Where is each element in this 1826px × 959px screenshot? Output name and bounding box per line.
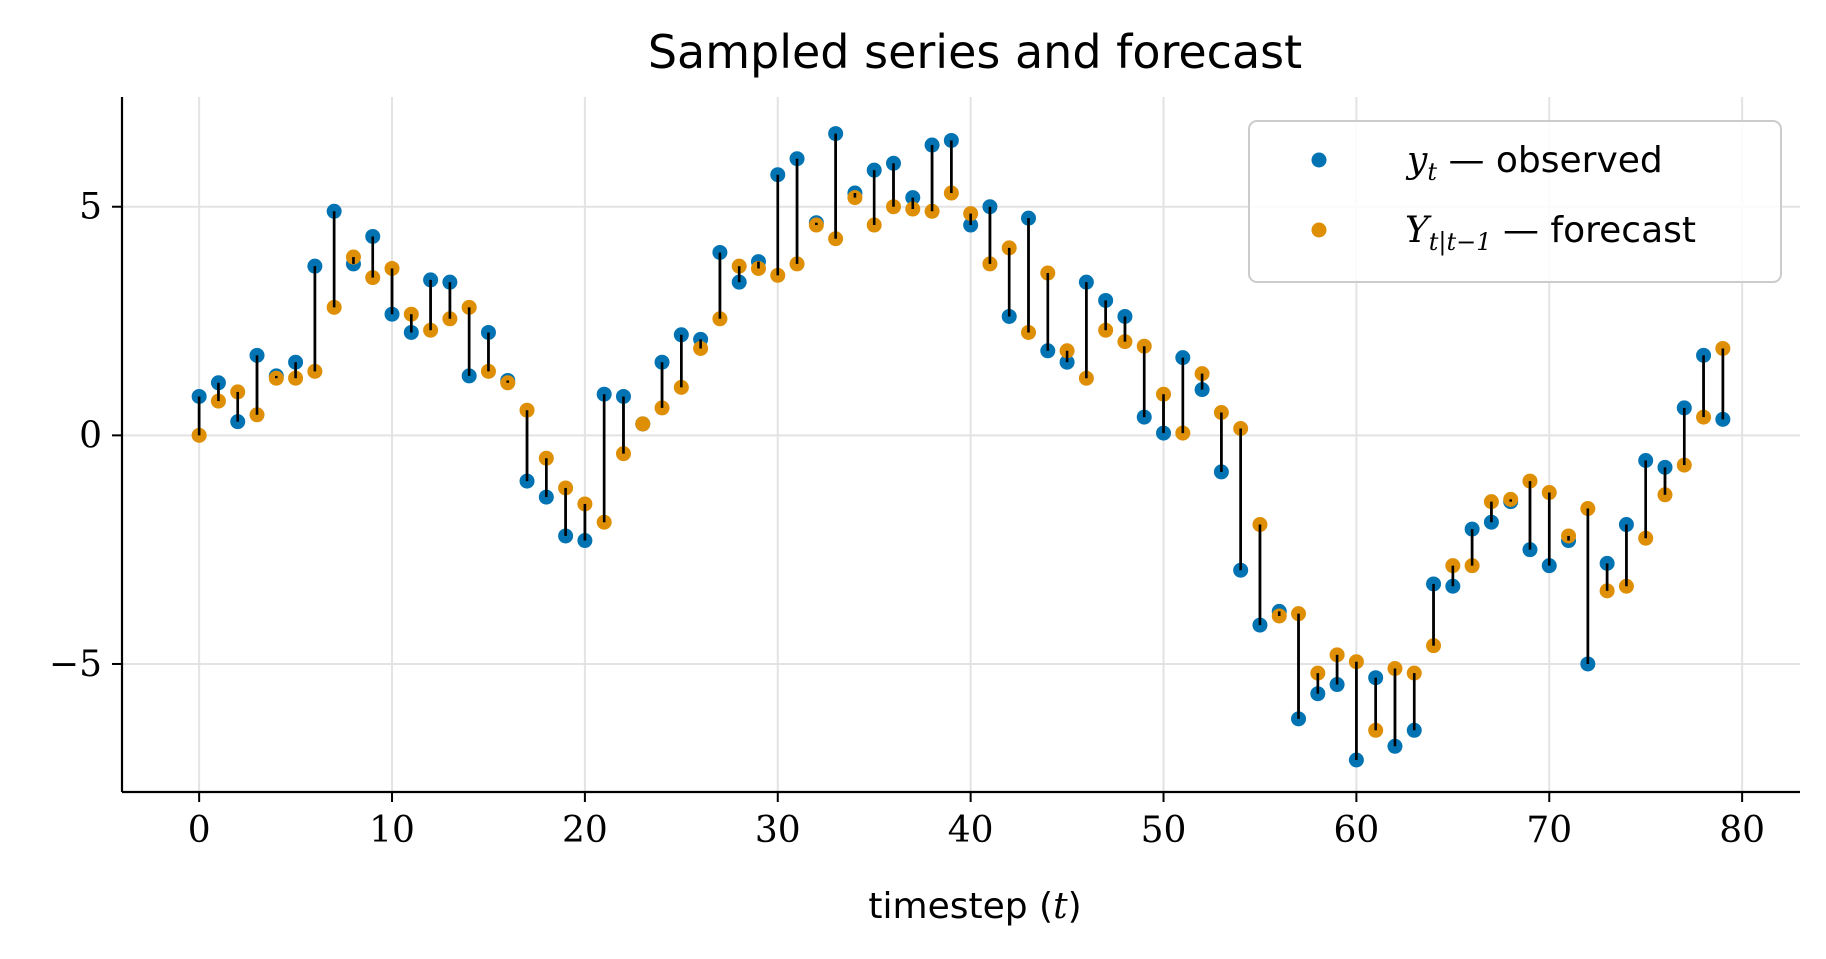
x-tick-label: 10 (369, 810, 415, 851)
y-tick-label: −5 (49, 644, 102, 685)
x-tick-label: 20 (562, 810, 608, 851)
x-axis-label: timestep (t) (868, 886, 1081, 927)
x-tick-label: 80 (1719, 810, 1765, 851)
x-tick-label: 30 (755, 810, 801, 851)
forecast-point (635, 416, 651, 432)
legend-marker-forecast (1311, 222, 1327, 238)
legend-label-forecast: Yt|t−1 — forecast (1405, 210, 1696, 257)
legend-label-observed: yt — observed (1405, 140, 1663, 186)
legend-frame (1248, 120, 1782, 283)
observed-point (712, 244, 728, 260)
y-tick-label: 5 (79, 187, 102, 228)
data-points (191, 126, 1731, 768)
x-tick-label: 50 (1141, 810, 1187, 851)
chart-title: Sampled series and forecast (648, 25, 1302, 79)
x-tick-label: 40 (948, 810, 994, 851)
x-tick-label: 70 (1526, 810, 1572, 851)
axes (120, 97, 1800, 794)
legend: yt — observed Yt|t−1 — forecast (1248, 120, 1782, 283)
legend-marker-observed (1311, 152, 1327, 168)
x-tick-label: 0 (188, 810, 211, 851)
x-tick-label: 60 (1333, 810, 1379, 851)
axis-ticks: 0 10 20 30 40 50 60 70 80 −5 0 5 (49, 187, 1765, 851)
y-tick-label: 0 (79, 415, 102, 456)
